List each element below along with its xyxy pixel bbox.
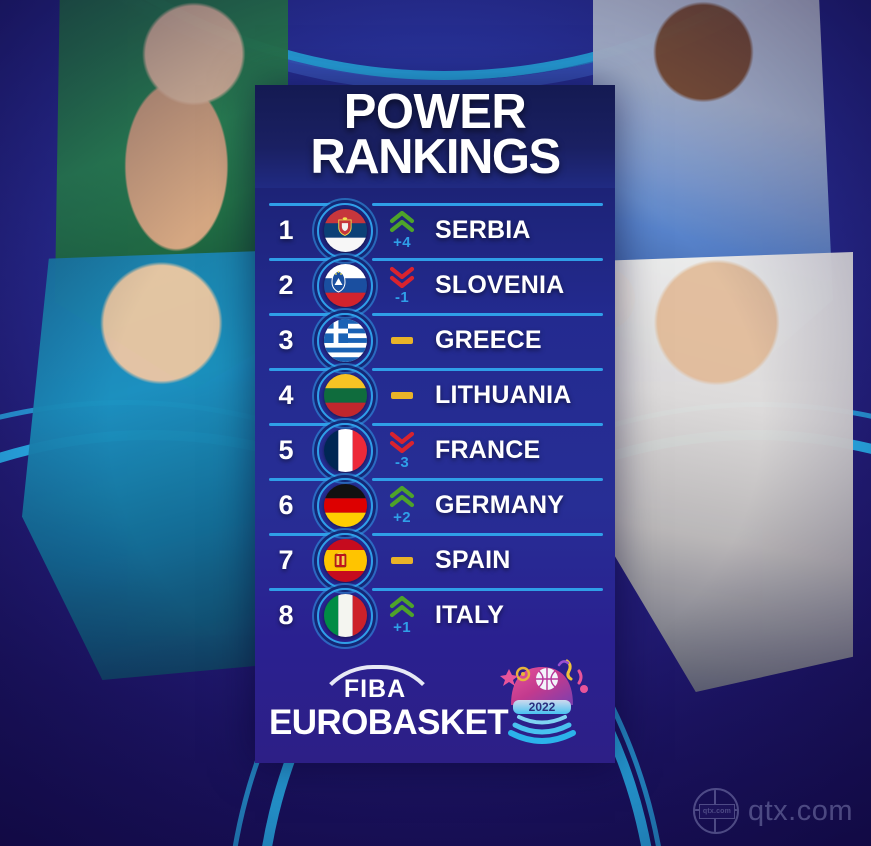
movement-value: +2 — [393, 508, 411, 526]
rank-number: 7 — [278, 545, 294, 575]
trophy-year-label: 2022 — [529, 700, 556, 714]
flag-badge — [317, 202, 373, 259]
country-name: LITHUANIA — [435, 381, 572, 409]
double-chevron-up-icon — [389, 595, 415, 618]
movement-indicator — [377, 337, 427, 344]
row-divider — [255, 313, 615, 316]
movement-indicator: -3 — [377, 431, 427, 471]
rank-number: 4 — [278, 380, 294, 410]
movement-indicator: -1 — [377, 266, 427, 306]
rank-number: 3 — [278, 325, 294, 355]
movement-indicator — [377, 557, 427, 564]
fiba-label: FIBA — [343, 675, 407, 703]
row-divider — [255, 533, 615, 536]
player-photo-jokic — [591, 252, 853, 692]
flag-ring — [317, 532, 373, 589]
row-divider — [255, 258, 615, 261]
rank-number: 5 — [278, 435, 294, 465]
rank-number: 6 — [278, 490, 294, 520]
flag-badge — [317, 257, 373, 314]
fiba-arc-icon — [311, 665, 443, 731]
dash-icon — [391, 337, 413, 344]
player-photo-doncic — [22, 250, 290, 680]
dash-icon — [391, 557, 413, 564]
country-name: GREECE — [435, 326, 542, 354]
movement-value: +4 — [393, 233, 411, 251]
flag-ring — [317, 312, 373, 369]
flag-ring — [317, 477, 373, 534]
flag-ring — [317, 422, 373, 479]
double-chevron-up-icon — [389, 210, 415, 233]
flag-badge — [317, 422, 373, 479]
double-chevron-down-icon — [389, 266, 415, 288]
table-row[interactable]: 4 LITHUANIA — [255, 367, 615, 424]
table-row[interactable]: 3 GREECE — [255, 312, 615, 369]
rank-number: 8 — [278, 600, 294, 630]
movement-indicator: +2 — [377, 485, 427, 526]
country-name: ITALY — [435, 601, 505, 629]
row-divider — [255, 368, 615, 371]
flag-badge — [317, 312, 373, 369]
flag-badge — [317, 477, 373, 534]
fiba-eurobasket-lockup: FIBA EUROBASKET — [269, 657, 509, 743]
panel-header: VOLUME 3 POWER RANKINGS — [255, 85, 615, 188]
row-divider — [255, 423, 615, 426]
movement-indicator: +4 — [377, 210, 427, 251]
dash-icon — [391, 392, 413, 399]
table-row[interactable]: 2 -1 SLOVENIA — [255, 257, 615, 314]
row-divider — [255, 203, 615, 206]
country-name: SPAIN — [435, 546, 511, 574]
table-row[interactable]: 8 +1 ITALY — [255, 587, 615, 644]
movement-value: -3 — [395, 453, 409, 471]
rank-number: 2 — [278, 270, 294, 300]
table-row[interactable]: 7 SPAIN — [255, 532, 615, 589]
title-line-2: RANKINGS — [310, 130, 561, 185]
double-chevron-up-icon — [389, 485, 415, 508]
movement-value: +1 — [393, 618, 411, 636]
qtx-logo-chip-label: qtx.com — [698, 804, 735, 819]
movement-indicator — [377, 392, 427, 399]
movement-value: -1 — [395, 288, 409, 306]
row-divider — [255, 588, 615, 591]
flag-badge — [317, 587, 373, 644]
site-watermark: qtx.com qtx.com — [692, 788, 853, 834]
flag-ring — [317, 257, 373, 314]
country-name: SERBIA — [435, 216, 531, 244]
country-name: FRANCE — [435, 436, 541, 464]
rank-number: 1 — [278, 215, 294, 245]
table-row[interactable]: 6 +2 GERMANY — [255, 477, 615, 534]
flag-ring — [317, 587, 373, 644]
table-row[interactable]: 5 -3 FRANCE — [255, 422, 615, 479]
event-logo: FIBA EUROBASKET — [255, 645, 615, 755]
country-name: SLOVENIA — [435, 271, 565, 299]
flag-ring — [317, 367, 373, 424]
title-line-1: POWER — [343, 85, 527, 139]
flag-badge — [317, 367, 373, 424]
eurobasket-trophy-icon: 2022 — [489, 653, 595, 747]
double-chevron-down-icon — [389, 431, 415, 453]
eurobasket-label: EUROBASKET — [269, 703, 509, 742]
country-name: GERMANY — [435, 491, 565, 519]
watermark-text: qtx.com — [747, 794, 853, 827]
qtx-logo-icon: qtx.com — [692, 788, 739, 834]
flag-ring — [317, 202, 373, 259]
rankings-list: 1 +4 SERBIA 2 -1 SLOVENIA 3 GREECE 4 LITHUANIA 5 -3… — [255, 202, 615, 644]
flag-badge — [317, 532, 373, 589]
page-title: POWER RANKINGS — [255, 88, 615, 185]
rankings-panel: VOLUME 3 POWER RANKINGS 1 +4 SERBIA 2 -1 SLOV… — [255, 85, 615, 763]
table-row[interactable]: 1 +4 SERBIA — [255, 202, 615, 259]
movement-indicator: +1 — [377, 595, 427, 636]
row-divider — [255, 478, 615, 481]
